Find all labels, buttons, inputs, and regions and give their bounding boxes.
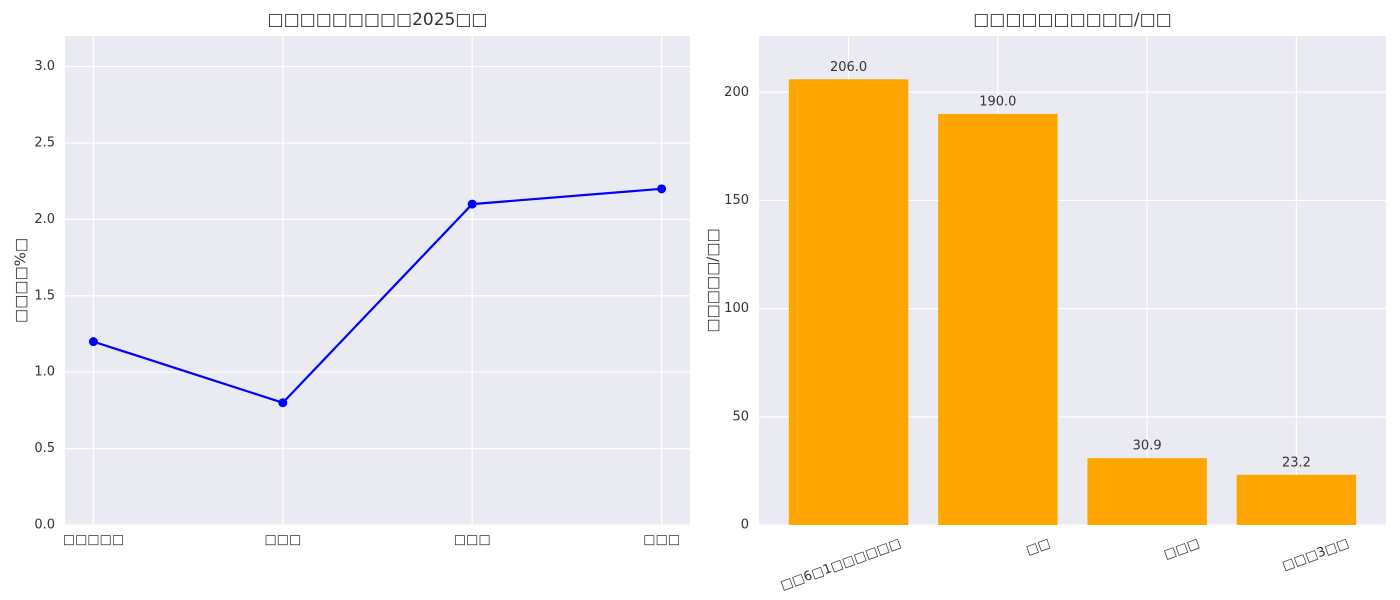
y-tick-label: 1.5: [34, 288, 55, 303]
x-tick-label: □□6□1□□□□□□: [779, 536, 904, 594]
chart-title: □□□□□□□□□□/□□: [973, 10, 1171, 30]
marker: [467, 199, 477, 209]
value-label: 206.0: [830, 60, 867, 75]
y-axis-label: □□□□□/□□: [704, 228, 722, 332]
y-tick-label: 2.0: [34, 212, 55, 227]
x-tick-label: □□□: [1162, 536, 1202, 563]
bar: [788, 79, 909, 525]
x-tick-label: □□□□□: [63, 533, 124, 548]
marker: [88, 337, 98, 347]
value-label: 190.0: [979, 94, 1016, 109]
plot-area: [65, 36, 690, 525]
line: [93, 187, 662, 405]
x-tick-label: □□: [1024, 536, 1052, 559]
y-tick-label: 1.0: [34, 365, 55, 380]
y-tick-label: 0.0: [34, 518, 55, 533]
value-label: 30.9: [1133, 439, 1162, 454]
y-tick-label: 3.0: [34, 59, 55, 74]
x-tick-label: □□□3□□: [1280, 536, 1351, 574]
y-tick-label: 0.5: [34, 441, 55, 456]
y-tick-label: 100: [724, 301, 749, 316]
chart-title: □□□□□□□□□2025□□: [268, 10, 488, 30]
y-tick-label: 200: [724, 85, 749, 100]
marker: [657, 184, 667, 194]
y-tick-label: 50: [732, 409, 749, 424]
bar: [1087, 458, 1207, 525]
y-tick-label: 0: [741, 518, 749, 533]
y-tick-label: 150: [724, 193, 749, 208]
x-tick-label: □□□: [454, 533, 491, 548]
marker: [278, 398, 288, 408]
bar: [938, 113, 1058, 526]
y-axis-label: □□□□%□: [12, 238, 30, 323]
value-label: 23.2: [1282, 455, 1311, 470]
x-tick-label: □□□: [643, 533, 680, 548]
x-tick-label: □□□: [264, 533, 301, 548]
bar: [1236, 474, 1357, 525]
y-tick-label: 2.5: [34, 135, 55, 150]
